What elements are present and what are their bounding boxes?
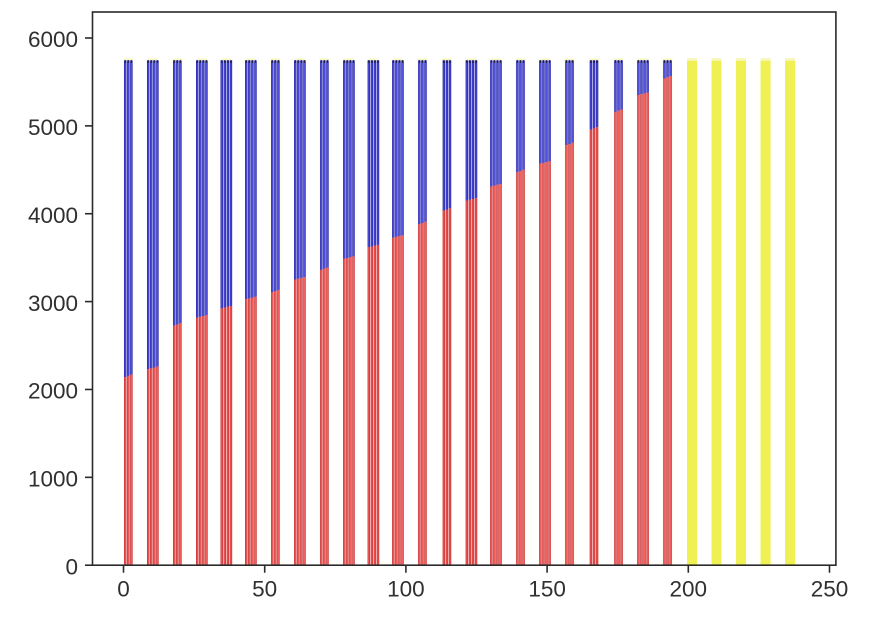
svg-text:4000: 4000 — [28, 203, 78, 228]
svg-text:150: 150 — [528, 577, 566, 602]
svg-text:3000: 3000 — [28, 291, 78, 316]
svg-text:200: 200 — [670, 577, 708, 602]
svg-text:50: 50 — [252, 577, 277, 602]
svg-text:2000: 2000 — [28, 379, 78, 404]
svg-text:5000: 5000 — [28, 115, 78, 140]
svg-text:0: 0 — [65, 554, 78, 579]
svg-text:100: 100 — [387, 577, 425, 602]
svg-text:6000: 6000 — [28, 27, 78, 52]
svg-text:1000: 1000 — [28, 467, 78, 492]
svg-text:250: 250 — [811, 577, 849, 602]
svg-text:0: 0 — [117, 577, 130, 602]
